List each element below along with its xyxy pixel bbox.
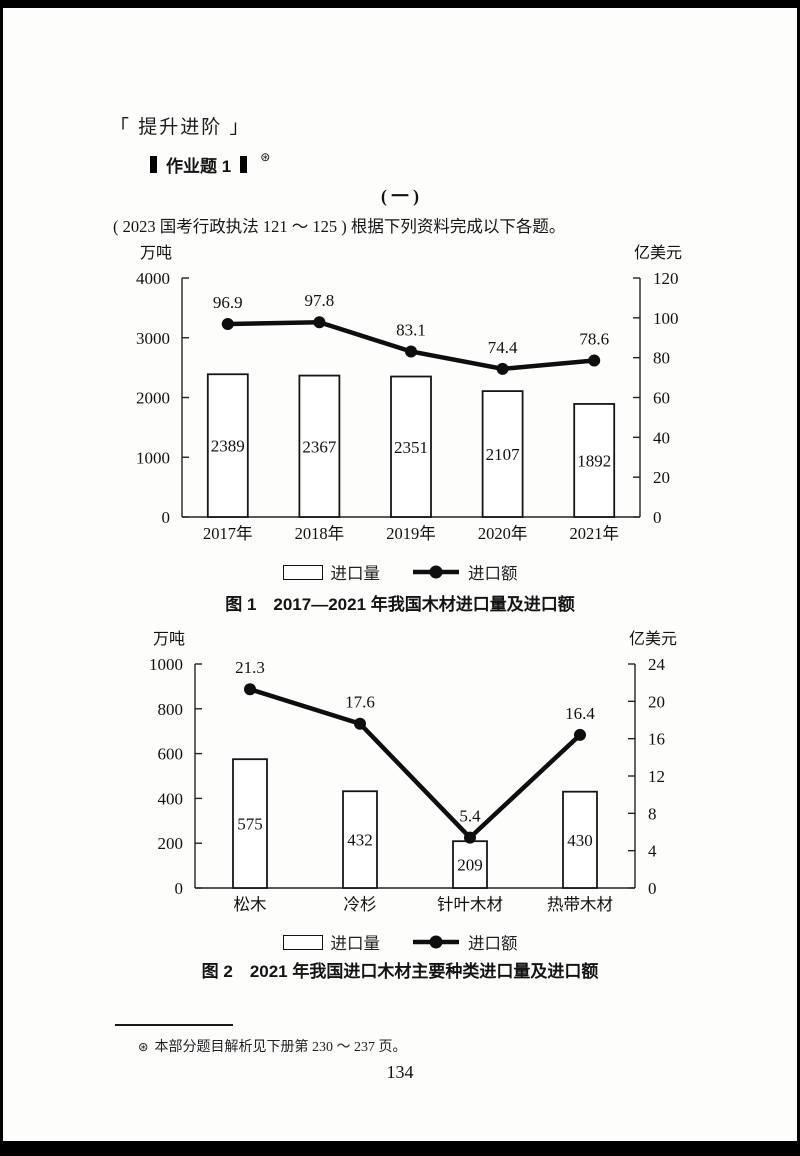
page-number: 134	[386, 1062, 414, 1082]
svg-text:2021年: 2021年	[569, 524, 619, 543]
svg-text:0: 0	[162, 508, 171, 527]
svg-text:2020年: 2020年	[478, 524, 528, 543]
legend-item-imports-volume: 进口量	[282, 560, 381, 584]
svg-text:万吨: 万吨	[140, 244, 172, 262]
svg-text:400: 400	[158, 789, 184, 808]
figure-2-legend: 进口量 进口额	[0, 930, 800, 954]
footnote: ⊛ 本部分题目解析见下册第 230 ～ 237 页。	[138, 1036, 406, 1056]
figure-2-caption: 图 2 2021 年我国进口木材主要种类进口量及进口额	[201, 962, 599, 981]
svg-text:24: 24	[648, 655, 666, 674]
legend-item-imports-volume: 进口量	[282, 930, 381, 954]
svg-text:209: 209	[457, 856, 483, 875]
section-header: 「 提升进阶 」	[110, 117, 251, 138]
svg-text:83.1: 83.1	[396, 320, 426, 339]
svg-text:16.4: 16.4	[565, 704, 595, 723]
svg-text:8: 8	[648, 804, 657, 823]
svg-text:80: 80	[653, 349, 670, 368]
exercise-label: 作业题 1	[166, 157, 232, 176]
svg-text:17.6: 17.6	[345, 693, 375, 712]
figure-1-chart: 0 1000 2000 3000 4000 0 20 40 60 80 100 120 万吨 亿美元 201…	[136, 244, 682, 543]
scan-border-top	[0, 0, 800, 8]
svg-text:1892: 1892	[577, 451, 611, 470]
svg-text:0: 0	[653, 508, 662, 527]
svg-text:21.3: 21.3	[235, 658, 265, 677]
svg-text:100: 100	[653, 309, 679, 328]
svg-text:74.4: 74.4	[488, 338, 518, 357]
svg-text:96.9: 96.9	[213, 293, 243, 312]
svg-text:1000: 1000	[149, 655, 183, 674]
legend-label: 进口额	[468, 934, 518, 953]
svg-text:4: 4	[648, 842, 657, 861]
svg-text:2018年: 2018年	[295, 524, 345, 543]
question-intro-text: ( 2023 国考行政执法 121 ～ 125 ) 根据下列资料完成以下各题。	[113, 217, 566, 236]
scan-border-left	[0, 0, 3, 1156]
svg-text:4000: 4000	[136, 269, 170, 288]
svg-text:2367: 2367	[302, 437, 337, 456]
legend-label: 进口量	[330, 934, 381, 953]
svg-text:3000: 3000	[136, 329, 170, 348]
svg-text:60: 60	[653, 389, 670, 408]
bar-swatch-icon	[282, 564, 323, 580]
svg-text:2389: 2389	[211, 437, 245, 456]
svg-text:0: 0	[648, 879, 657, 898]
svg-text:2017年: 2017年	[203, 524, 253, 543]
legend-item-imports-value: 进口额	[412, 560, 518, 584]
svg-text:20: 20	[648, 692, 665, 711]
svg-text:2000: 2000	[136, 389, 170, 408]
legend-label: 进口额	[468, 564, 518, 583]
legend-label: 进口量	[330, 564, 381, 583]
legend-item-imports-value: 进口额	[412, 930, 518, 954]
svg-text:800: 800	[158, 700, 184, 719]
scan-border-bottom	[0, 1141, 800, 1156]
svg-text:松木: 松木	[234, 895, 267, 914]
figure-1-caption: 图 1 2017—2021 年我国木材进口量及进口额	[225, 595, 575, 614]
footnote-rule	[115, 1024, 233, 1026]
svg-text:12: 12	[648, 767, 665, 786]
footnote-ref-flower-icon: ⊛	[260, 149, 271, 164]
svg-text:2107: 2107	[486, 445, 521, 464]
line-dot-swatch-icon	[413, 565, 459, 579]
svg-text:0: 0	[175, 879, 184, 898]
svg-text:432: 432	[347, 831, 373, 850]
svg-text:575: 575	[237, 815, 263, 834]
svg-text:20: 20	[653, 468, 670, 487]
heavy-bar-right-icon	[240, 156, 248, 173]
svg-text:40: 40	[653, 428, 670, 447]
svg-text:430: 430	[567, 831, 593, 850]
svg-text:1000: 1000	[136, 448, 170, 467]
scan-border-right	[797, 0, 800, 1156]
svg-text:亿美元: 亿美元	[634, 244, 682, 262]
svg-text:针叶木材: 针叶木材	[437, 895, 503, 914]
svg-text:16: 16	[648, 730, 665, 749]
heavy-bar-left-icon	[150, 156, 157, 173]
line-dot-swatch-icon	[413, 935, 459, 949]
part-title: ( 一 )	[381, 186, 419, 206]
bar-swatch-icon	[282, 934, 323, 950]
svg-text:热带木材: 热带木材	[547, 895, 613, 914]
svg-text:亿美元: 亿美元	[629, 630, 677, 648]
svg-text:200: 200	[158, 834, 184, 853]
footnote-text: 本部分题目解析见下册第 230 ～ 237 页。	[154, 1040, 407, 1055]
svg-text:冷杉: 冷杉	[344, 895, 377, 914]
svg-text:2351: 2351	[394, 438, 428, 457]
footnote-flower-icon: ⊛	[138, 1040, 149, 1054]
svg-text:600: 600	[158, 745, 184, 764]
svg-text:97.8: 97.8	[305, 291, 335, 310]
svg-text:5.4: 5.4	[459, 807, 481, 826]
exercise-badge: 作业题 1 ⊛	[150, 150, 270, 177]
figure-1-legend: 进口量 进口额	[0, 560, 800, 584]
svg-text:2019年: 2019年	[386, 524, 436, 543]
svg-text:120: 120	[653, 269, 679, 288]
svg-text:万吨: 万吨	[153, 630, 185, 648]
svg-text:78.6: 78.6	[579, 329, 609, 348]
